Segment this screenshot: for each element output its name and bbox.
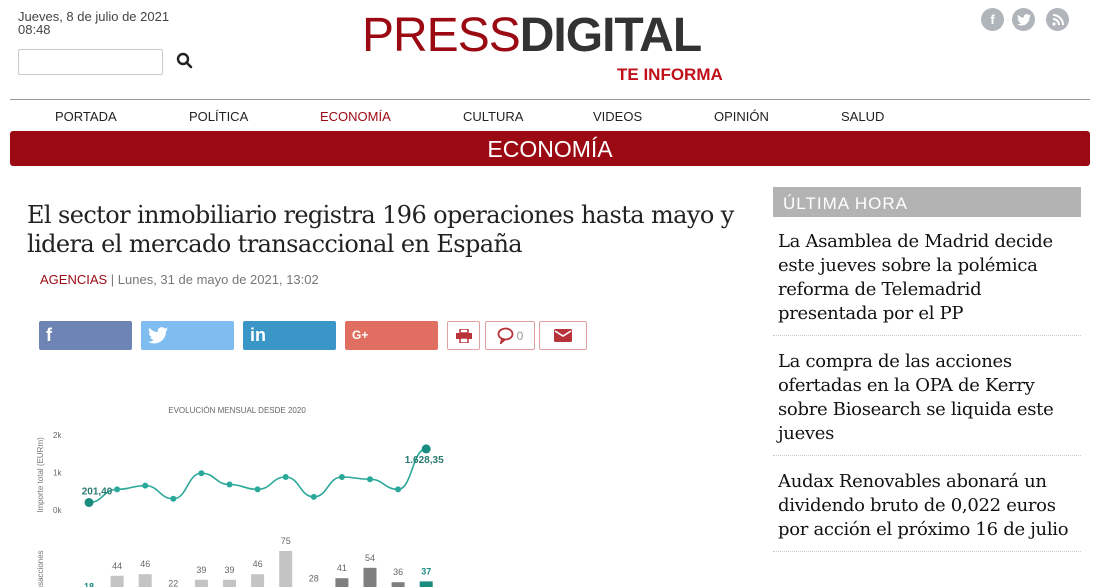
site-logo[interactable]: PRESSDIGITAL TE INFORMA xyxy=(362,10,762,90)
bar-label: 46 xyxy=(140,559,150,569)
y-tick-label: 2k xyxy=(53,431,62,440)
bar-label: 36 xyxy=(393,567,403,577)
share-twitter-button[interactable] xyxy=(141,321,234,350)
data-label: 1.628,35 xyxy=(405,455,444,466)
share-facebook-button[interactable]: f xyxy=(39,321,132,350)
nav-opinion[interactable]: OPINIÓN xyxy=(714,109,769,124)
line-point xyxy=(170,495,177,502)
line-point xyxy=(310,493,317,500)
bar-label: 39 xyxy=(224,565,234,575)
share-linkedin-button[interactable]: in xyxy=(243,321,336,350)
bar xyxy=(110,575,124,587)
nav-politica[interactable]: POLÍTICA xyxy=(189,109,249,124)
bar-y-label: transacciones xyxy=(36,550,45,587)
sidebar-news-list: La Asamblea de Madrid decide este jueves… xyxy=(773,230,1081,566)
bar-label: 54 xyxy=(365,553,375,563)
bar-label: 46 xyxy=(253,559,263,569)
current-date: Jueves, 8 de julio de 2021 08:48 xyxy=(18,10,169,36)
nav-salud[interactable]: SALUD xyxy=(841,109,885,124)
bar-label: 22 xyxy=(168,578,178,587)
bar-label: 39 xyxy=(196,565,206,575)
email-button[interactable] xyxy=(539,321,587,350)
article-date: | Lunes, 31 de mayo de 2021, 13:02 xyxy=(107,272,319,287)
logo-digital: DIGITAL xyxy=(519,9,702,62)
comments-button[interactable]: 0 xyxy=(485,321,535,350)
line-point xyxy=(198,470,205,477)
line-series xyxy=(88,448,427,504)
data-label: 201,40 xyxy=(82,486,113,497)
line-point xyxy=(367,476,373,483)
bar xyxy=(363,567,377,587)
bar xyxy=(251,574,265,587)
line-point xyxy=(226,481,233,488)
facebook-icon[interactable]: f xyxy=(981,8,1004,31)
line-point xyxy=(114,486,121,493)
twitter-icon xyxy=(148,327,168,344)
y-tick-label: 0k xyxy=(53,506,62,515)
chart-title: EVOLUCIÓN MENSUAL DESDE 2020 xyxy=(168,406,306,415)
comment-count: 0 xyxy=(516,328,524,343)
section-banner: ECONOMÍA xyxy=(10,131,1090,166)
search-icon[interactable] xyxy=(176,52,194,70)
bar-label: 75 xyxy=(281,536,291,546)
sidebar-heading: ÚLTIMA HORA xyxy=(773,187,1081,217)
line-point xyxy=(142,482,149,489)
nav-portada[interactable]: PORTADA xyxy=(55,109,117,124)
line-y-label: Importe total (EURm) xyxy=(36,437,45,513)
line-point xyxy=(254,486,261,493)
share-google-button[interactable]: G+ xyxy=(345,321,438,350)
article-title: El sector inmobiliario registra 196 oper… xyxy=(27,201,734,258)
news-item[interactable]: La compra de las acciones ofertadas en l… xyxy=(778,351,1054,444)
bar-label: 44 xyxy=(112,561,122,571)
news-item[interactable]: Audax Renovables abonará un dividendo br… xyxy=(778,471,1069,540)
nav-videos[interactable]: VIDEOS xyxy=(593,109,643,124)
bar xyxy=(335,578,349,587)
logo-tagline: TE INFORMA xyxy=(617,65,723,84)
google-plus-icon: G+ xyxy=(352,328,369,342)
line-point xyxy=(338,474,345,480)
bar-label: 37 xyxy=(421,566,431,576)
date-text: Jueves, 8 de julio de 2021 xyxy=(18,9,170,24)
linkedin-icon: in xyxy=(250,325,266,345)
y-tick-label: 1k xyxy=(53,469,62,478)
logo-press: PRESS xyxy=(362,9,521,62)
bar xyxy=(223,579,236,587)
print-icon xyxy=(455,328,472,343)
bar xyxy=(138,574,152,587)
line-point xyxy=(84,497,94,507)
line-point xyxy=(395,486,402,493)
line-point xyxy=(421,444,431,454)
comment-icon xyxy=(497,327,514,344)
main-nav: PORTADA POLÍTICA ECONOMÍA CULTURA VIDEOS… xyxy=(10,99,1090,131)
bar xyxy=(279,551,293,587)
bar-label: 41 xyxy=(337,563,347,573)
bar xyxy=(419,581,433,587)
rss-icon[interactable] xyxy=(1046,8,1069,31)
news-item[interactable]: La Asamblea de Madrid decide este jueves… xyxy=(778,231,1053,324)
bar xyxy=(194,579,208,587)
article-source[interactable]: AGENCIAS xyxy=(40,272,108,287)
time-text: 08:48 xyxy=(18,22,51,37)
print-button[interactable] xyxy=(447,321,480,350)
bar-label: 18 xyxy=(84,582,94,587)
bar xyxy=(391,582,405,587)
twitter-icon[interactable] xyxy=(1012,8,1035,31)
divider xyxy=(773,455,1081,456)
chart: EVOLUCIÓN MENSUAL DESDE 2020 Importe tota… xyxy=(36,406,444,587)
divider xyxy=(773,335,1081,336)
article-header: El sector inmobiliario registra 196 oper… xyxy=(27,201,772,287)
search-input[interactable] xyxy=(18,49,163,75)
bar-label: 28 xyxy=(309,574,319,584)
article-meta: AGENCIAS | Lunes, 31 de mayo de 2021, 13… xyxy=(40,272,772,287)
nav-cultura[interactable]: CULTURA xyxy=(463,109,524,124)
nav-economia[interactable]: ECONOMÍA xyxy=(320,109,391,124)
email-icon xyxy=(554,329,572,342)
line-point xyxy=(282,474,289,480)
divider xyxy=(773,551,1081,552)
facebook-icon: f xyxy=(46,325,52,345)
